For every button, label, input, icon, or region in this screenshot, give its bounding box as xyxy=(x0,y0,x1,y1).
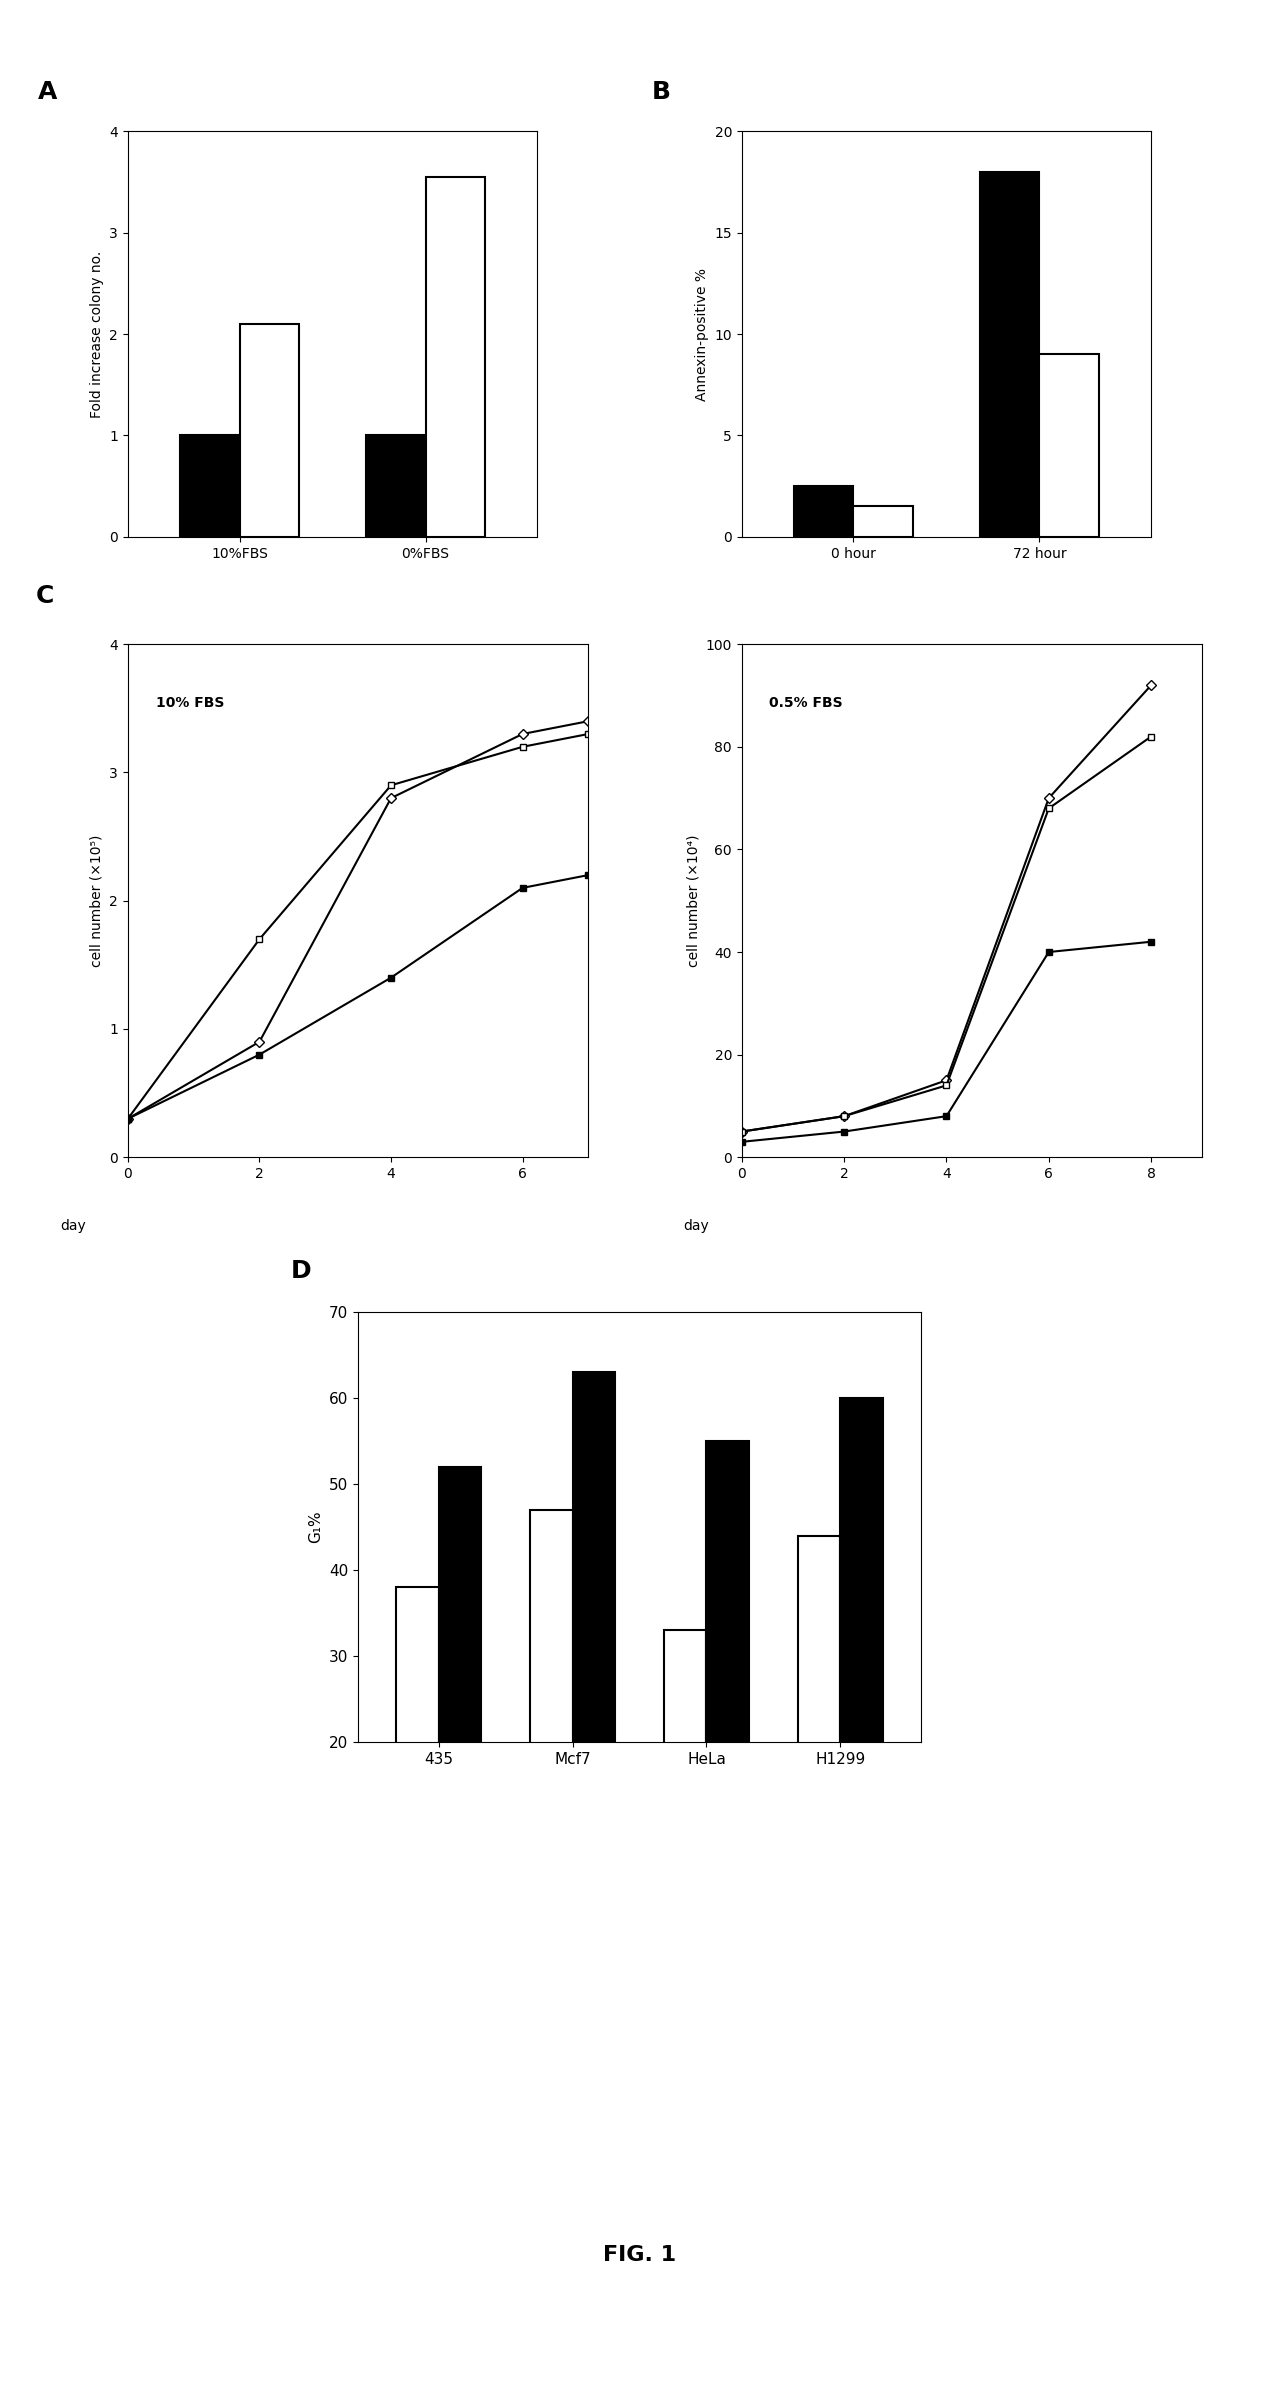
Text: 0.5% FBS: 0.5% FBS xyxy=(770,697,843,709)
Text: A: A xyxy=(38,79,58,103)
Y-axis label: Fold increase colony no.: Fold increase colony no. xyxy=(90,251,104,418)
Bar xyxy=(439,1467,481,1914)
Y-axis label: cell number (×10⁴): cell number (×10⁴) xyxy=(686,835,700,966)
Bar xyxy=(180,434,239,537)
Bar xyxy=(530,1510,573,1914)
Text: 10% FBS: 10% FBS xyxy=(156,697,224,709)
Bar xyxy=(798,1537,840,1914)
Bar xyxy=(395,1587,439,1914)
Y-axis label: Annexin-positive %: Annexin-positive % xyxy=(694,267,709,401)
Y-axis label: cell number (×10⁵): cell number (×10⁵) xyxy=(90,835,104,966)
Text: C: C xyxy=(36,585,54,608)
Bar xyxy=(1040,353,1099,537)
Bar xyxy=(840,1398,884,1914)
Text: B: B xyxy=(652,79,670,103)
Bar xyxy=(706,1441,749,1914)
Bar xyxy=(980,172,1040,537)
Bar xyxy=(664,1630,706,1914)
Bar xyxy=(366,434,426,537)
Bar xyxy=(573,1372,615,1914)
Text: FIG. 1: FIG. 1 xyxy=(602,2245,677,2264)
Text: D: D xyxy=(290,1260,311,1284)
Bar xyxy=(239,324,299,537)
Bar xyxy=(794,487,853,537)
Text: day: day xyxy=(683,1219,709,1234)
Bar xyxy=(426,177,485,537)
Bar xyxy=(853,506,913,537)
Y-axis label: G₁%: G₁% xyxy=(308,1510,324,1544)
Text: day: day xyxy=(60,1219,86,1234)
